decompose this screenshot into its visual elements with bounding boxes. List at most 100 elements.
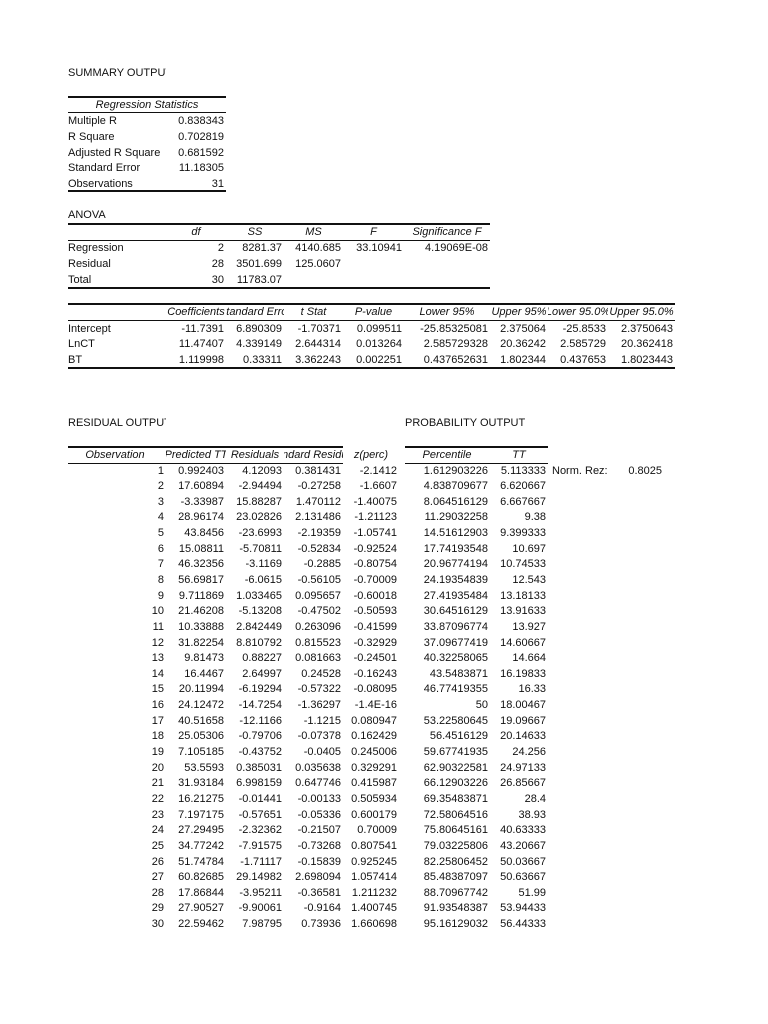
- residual-value-text: -0.73268: [297, 839, 341, 852]
- residual-value-text: 17.60894: [178, 480, 224, 493]
- residual-column-header-text: Predicted TT: [166, 448, 226, 461]
- coefficients-column-header-text: Standard Error: [226, 305, 284, 318]
- coefficient-row-label: BT: [64, 353, 166, 368]
- residual-value-text: 1.033465: [236, 589, 282, 602]
- residual-value: 16.4467: [166, 667, 226, 682]
- percentile-value: 20.96774194: [404, 557, 490, 572]
- stat-value: 31: [166, 177, 226, 192]
- tt-value-text: 51.99: [518, 886, 546, 899]
- percentile-value-text: 85.48387097: [423, 871, 488, 884]
- coefficient-value: 1.8023443: [608, 353, 675, 368]
- residual-value-text: 22: [151, 792, 164, 805]
- residual-value-text: 17.86844: [178, 886, 224, 899]
- percentile-value-text: 30.64516129: [423, 605, 488, 618]
- anova-value: 11783.07: [226, 273, 284, 288]
- percentile-value-text: 56.4516129: [429, 730, 488, 743]
- residual-value: 17.86844: [166, 886, 226, 901]
- residual-value: 0.73936: [284, 917, 343, 928]
- tt-value-text: 50.03667: [500, 855, 546, 868]
- tt-value: 24.97133: [490, 761, 548, 776]
- residual-value-text: 21.46208: [178, 605, 224, 618]
- anova-column-header-text: MS: [305, 225, 322, 238]
- probability-output-title: PROBABILITY OUTPUT: [401, 416, 561, 431]
- coefficient-value: 2.375064: [490, 322, 548, 337]
- residual-value-text: -2.19359: [297, 527, 341, 540]
- tt-value: 28.4: [490, 792, 548, 807]
- stat-label: Standard Error: [64, 161, 166, 176]
- residual-value: -0.27258: [284, 479, 343, 494]
- residual-value: 0.415987: [343, 776, 399, 791]
- coefficient-value-text: 0.099511: [356, 322, 402, 335]
- residual-value-text: -0.56105: [297, 573, 341, 586]
- residual-value-text: 26: [151, 855, 164, 868]
- residual-value: 22: [64, 792, 166, 807]
- residual-value-text: 25.05306: [178, 730, 224, 743]
- anova-value-text: 4.19069E-08: [425, 241, 488, 254]
- coefficient-value-text: 3.362243: [295, 353, 341, 366]
- residual-value-text: 31.82254: [178, 636, 224, 649]
- residual-value-text: -2.1412: [359, 464, 397, 477]
- residual-value: 0.381431: [284, 464, 343, 479]
- residual-value: 15: [64, 682, 166, 697]
- percentile-value: 62.90322581: [404, 761, 490, 776]
- residual-value: 15.88287: [226, 495, 284, 510]
- residual-value: 2: [64, 479, 166, 494]
- residual-value: 28: [64, 886, 166, 901]
- coefficient-value: 20.36242: [490, 337, 548, 352]
- coefficient-value: 6.890309: [226, 322, 284, 337]
- residual-value: 0.035638: [284, 761, 343, 776]
- residual-value: 46.32356: [166, 557, 226, 572]
- percentile-value: 46.77419355: [404, 682, 490, 697]
- percentile-value: 85.48387097: [404, 870, 490, 885]
- percentile-value: 50: [404, 698, 490, 713]
- residual-value-text: 0.807541: [351, 839, 397, 852]
- residual-value: -7.91575: [226, 839, 284, 854]
- anova-value: [404, 273, 490, 288]
- residual-value-text: -1.71117: [240, 855, 282, 868]
- residual-value: 0.385031: [226, 761, 284, 776]
- residual-value-text: -0.01441: [238, 792, 282, 805]
- residual-value: 0.081663: [284, 651, 343, 666]
- residual-value: -1.21123: [343, 510, 399, 525]
- anova-row-label: Regression: [64, 241, 166, 256]
- residual-value-text: -1.4E-16: [354, 699, 397, 712]
- tt-value-text: 12.543: [512, 573, 546, 586]
- tt-value: 26.85667: [490, 776, 548, 791]
- stat-label: Observations: [64, 177, 166, 192]
- coefficient-value-text: 2.3750643: [621, 322, 673, 335]
- residual-value-text: 2: [157, 480, 164, 493]
- residual-value-text: 46.32356: [178, 558, 224, 571]
- residual-value-text: 3: [157, 495, 164, 508]
- residual-value: 15.08811: [166, 542, 226, 557]
- residual-value-text: 23: [151, 808, 164, 821]
- residual-value-text: -5.70811: [239, 542, 282, 555]
- residual-value: -0.70009: [343, 573, 399, 588]
- residual-value-text: 4.12093: [242, 464, 282, 477]
- residual-value-text: 23.02826: [236, 511, 282, 524]
- stat-label-text: Observations: [68, 177, 133, 190]
- residual-value: 1.470112: [284, 495, 343, 510]
- tt-value-text: 14.664: [512, 652, 546, 665]
- percentile-value: 8.064516129: [404, 495, 490, 510]
- tt-value-text: 24.256: [512, 746, 546, 759]
- residual-value: -1.1215: [284, 714, 343, 729]
- percentile-value: 53.22580645: [404, 714, 490, 729]
- residual-value: -0.47502: [284, 604, 343, 619]
- coefficients-column-header-text: t Stat: [300, 305, 327, 318]
- tt-value: 56.44333: [490, 917, 548, 928]
- residual-value: -1.40075: [343, 495, 399, 510]
- residual-value-text: 0.24528: [301, 667, 341, 680]
- residual-value: -14.7254: [226, 698, 284, 713]
- anova-value-text: 33.10941: [356, 241, 402, 254]
- tt-value-text: 16.19833: [500, 667, 546, 680]
- norm-rez-label: Norm. Rez:: [548, 464, 608, 479]
- percentile-value-text: 50: [475, 699, 488, 712]
- tt-value-text: 18.00467: [500, 699, 546, 712]
- percentile-value-text: 4.838709677: [423, 480, 488, 493]
- residual-value: -0.80754: [343, 557, 399, 572]
- header-rule: [405, 463, 548, 464]
- residual-value: -0.43752: [226, 745, 284, 760]
- percentile-value-text: 82.25806452: [423, 855, 488, 868]
- percentile-value-text: 43.5483871: [429, 667, 488, 680]
- tt-value: 53.94433: [490, 901, 548, 916]
